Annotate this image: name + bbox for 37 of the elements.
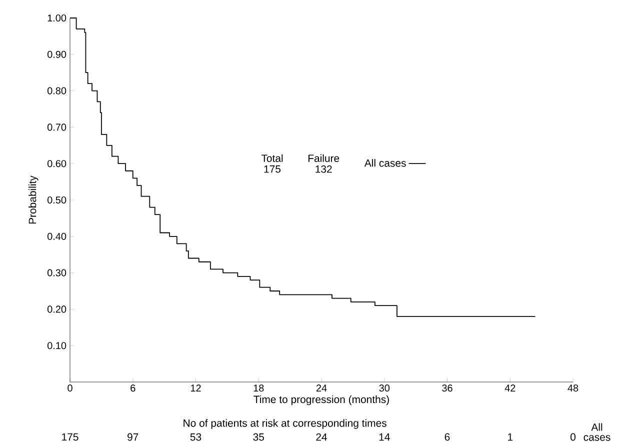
annotation: Total (261, 154, 283, 162)
y-tick-label: 0.40 (47, 232, 66, 240)
text: 14 (379, 433, 390, 441)
legend-label: All cases (364, 159, 406, 167)
y-axis-title: Probability (28, 176, 38, 224)
x-tick-label: 30 (379, 384, 390, 392)
x-tick-label: 24 (316, 384, 327, 392)
annotation: 132 (316, 165, 332, 173)
y-tick-label: 0.70 (47, 124, 66, 131)
x-tick-label: 48 (568, 384, 578, 392)
annotation: Failure (308, 154, 340, 162)
x-tick-label: 42 (504, 384, 516, 392)
text: 0 (570, 433, 576, 441)
y-tick-label: 0.50 (47, 196, 66, 204)
y-tick-label: 0.20 (47, 306, 66, 313)
text: 175 (62, 433, 78, 441)
text: 6 (444, 433, 450, 441)
text: 1 (508, 433, 513, 441)
y-tick-label: 0.90 (47, 50, 66, 58)
y-tick-label: 0.30 (47, 269, 66, 276)
text: All cases (584, 423, 610, 441)
x-axis-title: Time to progression (months) (254, 395, 389, 406)
x-tick-label: 12 (190, 384, 201, 392)
x-tick-label: 36 (442, 384, 452, 392)
y-tick-label: 0.80 (47, 87, 66, 94)
y-tick-label: 0.60 (47, 160, 66, 168)
text: 24 (316, 433, 327, 441)
x-tick-label: 18 (254, 384, 264, 392)
y-tick-label: 1.00 (48, 14, 66, 22)
text: No of patients at risk at corresponding times (184, 419, 386, 429)
text: 97 (128, 433, 138, 441)
x-tick-label: 6 (130, 384, 136, 392)
y-tick-label: 0.10 (47, 342, 66, 350)
x-tick-label: 0 (68, 384, 72, 392)
text: 35 (253, 433, 264, 441)
annotation: 175 (264, 165, 281, 173)
text: 53 (190, 433, 202, 441)
